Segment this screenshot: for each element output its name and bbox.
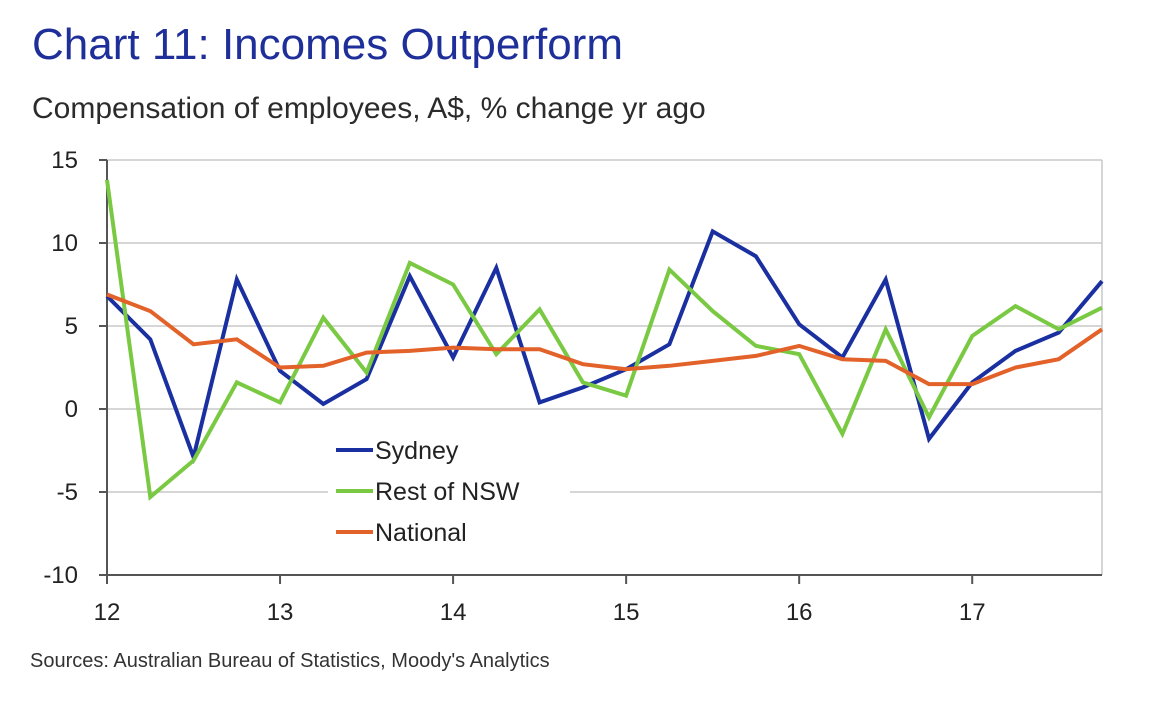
legend-label-national: National — [375, 519, 467, 547]
series-line-sydney — [105, 228, 1104, 464]
legend-label-sydney: Sydney — [375, 437, 459, 465]
y-tick-label: 0 — [65, 396, 78, 423]
chart-title: Chart 11: Incomes Outperform — [32, 20, 623, 69]
series-line-national — [106, 292, 1104, 387]
series-line-rest-of-nsw — [105, 179, 1103, 501]
chart-source-note: Sources: Australian Bureau of Statistics… — [30, 650, 550, 672]
chart-subtitle: Compensation of employees, A$, % change … — [32, 92, 706, 125]
y-tick-label: -10 — [43, 562, 78, 589]
legend: Sydney Rest of NSW National — [328, 432, 570, 554]
x-tick-label: 16 — [786, 599, 813, 626]
x-tick-label: 13 — [267, 599, 294, 626]
x-tick-label: 17 — [959, 599, 986, 626]
legend-label-rest-of-nsw: Rest of NSW — [375, 478, 520, 506]
y-tick-label: 10 — [51, 230, 78, 257]
series-lines — [105, 179, 1104, 501]
x-tick-label: 15 — [613, 599, 640, 626]
y-tick-label: 5 — [65, 313, 78, 340]
x-tick-label: 14 — [440, 599, 467, 626]
axes: 15 10 5 0 -5 -10 12 13 14 15 16 17 — [43, 147, 1102, 626]
y-tick-label: -5 — [57, 479, 78, 506]
y-tick-label: 15 — [51, 147, 78, 174]
x-tick-label: 12 — [94, 599, 121, 626]
gridlines — [107, 159, 1103, 575]
